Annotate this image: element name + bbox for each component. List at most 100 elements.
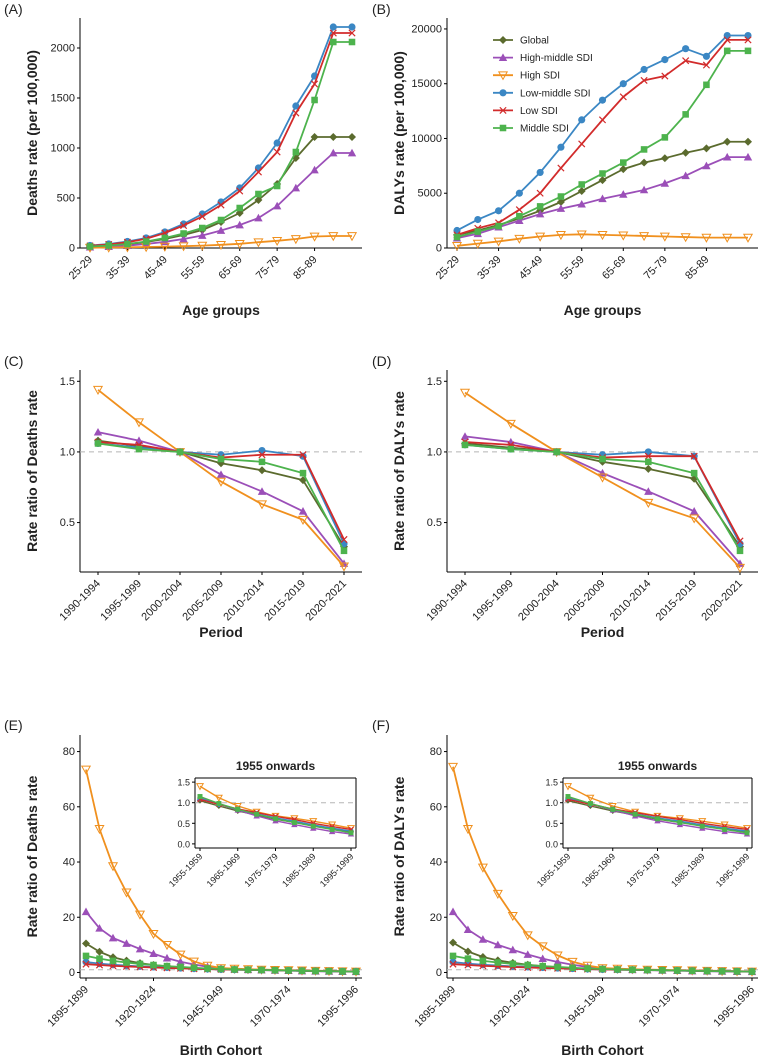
x-tick-label: 1975-1979 [242, 851, 280, 889]
data-point [162, 953, 172, 962]
series-low-middle-sdi [453, 31, 752, 235]
data-point [236, 204, 243, 212]
data-point [555, 230, 566, 241]
data-point [556, 204, 566, 212]
data-point [312, 967, 319, 975]
data-point [565, 794, 571, 800]
data-point [95, 961, 104, 969]
legend: Global High-middle SDI High SDI Low-middle … [493, 36, 593, 135]
data-point [608, 802, 617, 811]
y-tick-label: 1500 [51, 93, 75, 105]
data-point [744, 47, 752, 55]
data-point [536, 189, 544, 197]
data-point [310, 165, 319, 174]
data-point [82, 939, 90, 948]
data-point [142, 238, 150, 245]
data-point [298, 967, 306, 975]
data-point [563, 783, 573, 791]
data-point [290, 235, 301, 245]
data-point [644, 487, 653, 495]
x-tick-label: 85-89 [683, 254, 711, 282]
data-point [214, 794, 223, 802]
data-point [681, 148, 690, 157]
inset-title: 1955 onwards [618, 759, 698, 773]
legend-marker [498, 53, 508, 61]
data-point [273, 139, 281, 147]
data-point [163, 962, 171, 970]
y-tick-label: 1.0 [177, 798, 190, 808]
data-point [340, 535, 348, 544]
data-point [524, 961, 532, 969]
x-axis-title: Birth Cohort [180, 1042, 263, 1058]
x-tick-label: 55-59 [558, 254, 586, 282]
data-point [256, 500, 268, 510]
legend-label: Low-middle SDI [520, 88, 591, 99]
data-point [449, 938, 457, 947]
data-point [639, 185, 649, 194]
data-point [586, 794, 595, 802]
data-point [123, 959, 130, 966]
data-point [536, 203, 544, 210]
data-point [105, 242, 112, 249]
x-tick-label: 1995-1996 [711, 984, 757, 1030]
x-tick-label: 75-79 [254, 254, 282, 282]
y-tick-label: 2000 [51, 43, 75, 55]
x-axis-title: Age groups [182, 302, 260, 318]
x-tick-label: 1995-1999 [318, 851, 356, 889]
data-point [161, 234, 169, 242]
series-middle-sdi [461, 441, 744, 555]
data-point [460, 432, 470, 440]
data-point [176, 957, 185, 966]
panel-label: (E) [4, 717, 23, 733]
data-point [449, 952, 457, 960]
series-high-sdi [459, 388, 746, 573]
data-point [231, 966, 238, 973]
data-point [702, 144, 711, 153]
data-point [619, 165, 628, 174]
data-point [347, 148, 357, 157]
data-point [149, 949, 158, 958]
data-point [578, 140, 586, 148]
data-point [553, 957, 562, 966]
legend-item-low-sdi: Low SDI [493, 106, 558, 117]
x-tick-label: 35-39 [104, 254, 132, 282]
y-tick-label: 1.0 [60, 446, 75, 458]
x-tick-label: 2010-2014 [608, 578, 654, 624]
data-point [348, 830, 354, 836]
data-point [644, 452, 652, 460]
legend-marker [499, 124, 507, 132]
data-point [204, 965, 211, 972]
data-point [448, 907, 458, 916]
x-tick-label: 2020-2021 [303, 578, 349, 624]
x-tick-label: 1955-1959 [167, 851, 205, 889]
data-point [538, 954, 547, 963]
x-tick-label: 65-69 [216, 254, 244, 282]
data-point [258, 466, 266, 475]
y-tick-label: 60 [430, 801, 442, 813]
x-tick-label: 2015-2019 [654, 578, 700, 624]
data-point [136, 960, 144, 968]
data-point [553, 448, 560, 456]
data-point [329, 148, 338, 157]
data-point [309, 232, 320, 242]
data-point [258, 451, 266, 459]
panel-c: (C)0.51.01.51990-19941995-19992000-20042… [4, 353, 362, 640]
data-point [107, 862, 119, 872]
data-point [292, 109, 300, 117]
x-tick-label: 2015-2019 [262, 578, 308, 624]
x-axis-title: Period [581, 624, 625, 640]
series-middle-sdi [94, 440, 348, 555]
data-point [254, 196, 263, 204]
data-point [495, 222, 502, 230]
data-point [258, 966, 265, 974]
data-point [659, 232, 670, 242]
series-middle-sdi [565, 794, 750, 836]
x-tick-label: 1975-1979 [624, 851, 662, 889]
legend-label: Low SDI [520, 106, 558, 117]
data-point [748, 968, 756, 975]
data-point [195, 783, 205, 791]
data-point [235, 806, 241, 812]
y-tick-label: 0 [69, 967, 75, 979]
y-axis-title: Rate ratio of DALYs rate [391, 776, 407, 936]
